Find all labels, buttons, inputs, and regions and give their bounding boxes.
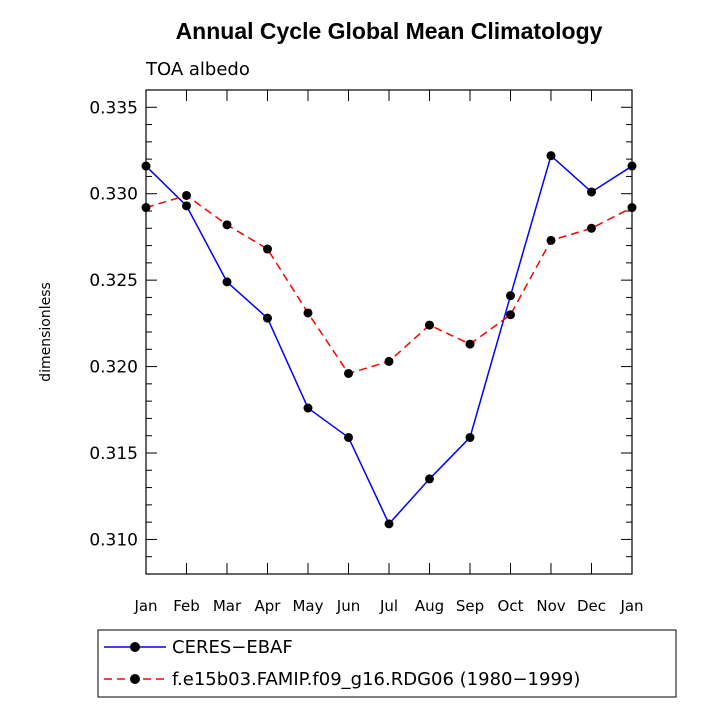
data-point [587,223,596,233]
data-point [303,308,313,318]
chart-title: Annual Cycle Global Mean Climatology [176,18,603,44]
data-point [465,339,475,349]
x-tick-label: Jun [336,597,360,615]
legend-marker-model [130,674,140,684]
x-tick-label: Oct [498,597,524,615]
axis-ticks [145,89,633,575]
series-0 [141,151,637,529]
legend-entry-model: f.e15b03.FAMIP.f09_g16.RDG06 (1980−1999) [104,669,580,690]
data-point [344,432,353,442]
x-tick-label: Feb [173,597,200,615]
series-line [145,154,633,526]
legend-label-ceres: CERES−EBAF [172,637,293,658]
data-point [303,403,313,413]
data-point [344,368,353,378]
data-point [627,203,637,213]
data-point [263,313,272,323]
data-point [182,201,191,211]
data-point [627,161,637,171]
y-tick-label: 0.310 [89,530,138,550]
legend-label-model: f.e15b03.FAMIP.f09_g16.RDG06 (1980−1999) [172,669,580,690]
data-point [384,356,394,366]
series-layer [141,151,637,529]
x-tick-labels: Jan Feb Mar Apr May Jun Jul Aug Sep Oct Nov Dec Jan [133,597,643,615]
legend-box [97,629,677,698]
legend-marker-ceres [130,642,140,652]
y-tick-label: 0.320 [89,358,138,378]
y-tick-labels: 0.310 0.315 0.320 0.325 0.330 0.335 [89,98,138,550]
series-line [145,194,633,375]
data-point [546,235,556,245]
x-tick-label: Jan [619,597,643,615]
x-tick-label: Dec [577,597,606,615]
data-point [425,474,434,484]
series-1 [141,190,637,378]
x-tick-label: Jul [379,597,398,615]
y-tick-label: 0.315 [89,444,138,464]
data-point [384,519,394,529]
y-tick-label: 0.335 [89,98,138,118]
y-tick-label: 0.330 [89,185,138,205]
data-point [222,277,232,287]
data-point [222,220,232,230]
data-point [506,310,515,320]
x-tick-label: Mar [213,597,242,615]
data-point [141,203,151,213]
data-point [425,320,434,330]
x-tick-label: Aug [415,597,444,615]
data-point [587,187,596,197]
y-axis-label: dimensionless [38,282,54,382]
data-point [141,161,151,171]
x-tick-label: Jan [133,597,157,615]
data-point [465,432,475,442]
chart-subtitle: TOA albedo [145,59,250,80]
data-point [546,151,556,161]
data-point [263,244,272,254]
y-tick-label: 0.325 [89,271,138,291]
data-point [182,190,191,200]
x-tick-label: Nov [536,597,565,615]
x-tick-label: Sep [456,597,484,615]
data-point [506,291,515,301]
x-tick-label: Apr [255,597,282,615]
legend-entry-ceres: CERES−EBAF [104,637,293,658]
x-tick-label: May [292,597,323,615]
